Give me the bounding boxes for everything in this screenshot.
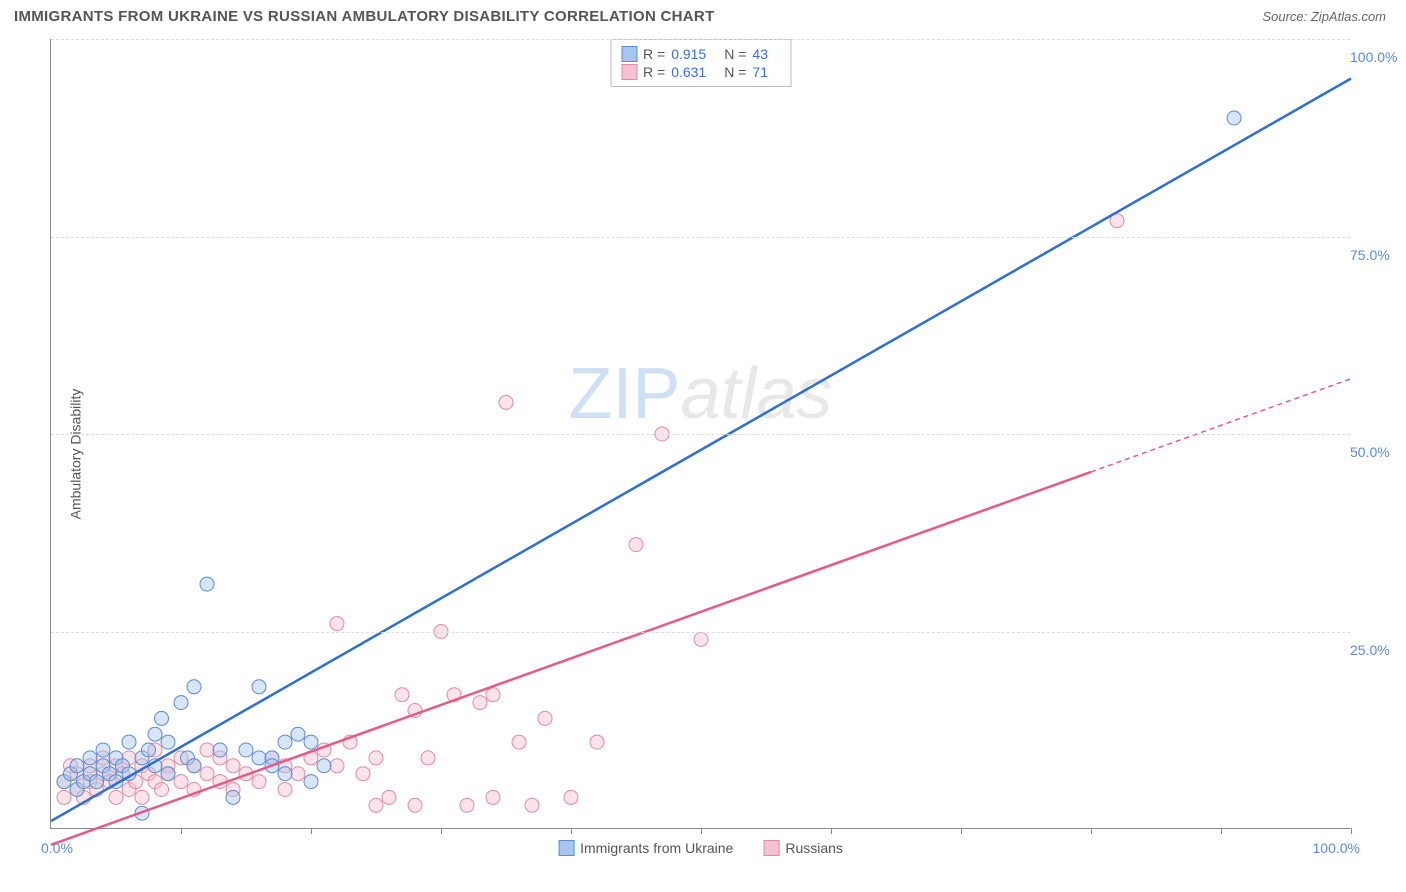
- gridline: [51, 434, 1350, 435]
- plot-area: ZIPatlas R = 0.915 N = 43 R = 0.631 N = …: [50, 39, 1350, 829]
- x-tick: [831, 828, 832, 834]
- x-tick: [1221, 828, 1222, 834]
- x-axis-max-label: 100.0%: [1313, 840, 1360, 856]
- r-value-russians: 0.631: [671, 64, 706, 80]
- y-tick-label: 25.0%: [1350, 642, 1400, 658]
- header: IMMIGRANTS FROM UKRAINE VS RUSSIAN AMBUL…: [0, 0, 1406, 29]
- swatch-russians-icon: [763, 840, 779, 856]
- n-value-ukraine: 43: [752, 46, 768, 62]
- legend-row-russians: R = 0.631 N = 71: [621, 64, 780, 80]
- y-tick-label: 75.0%: [1350, 247, 1400, 263]
- x-tick: [441, 828, 442, 834]
- r-label: R =: [643, 46, 665, 62]
- legend-item-ukraine: Immigrants from Ukraine: [558, 840, 733, 856]
- swatch-ukraine-icon: [558, 840, 574, 856]
- n-label: N =: [724, 46, 746, 62]
- x-tick: [311, 828, 312, 834]
- gridline: [51, 237, 1350, 238]
- chart-container: Ambulatory Disability ZIPatlas R = 0.915…: [0, 29, 1406, 879]
- legend-series: Immigrants from Ukraine Russians: [558, 840, 843, 856]
- legend-item-russians: Russians: [763, 840, 843, 856]
- x-tick: [701, 828, 702, 834]
- gridline: [51, 632, 1350, 633]
- legend-label-russians: Russians: [785, 840, 843, 856]
- x-tick: [181, 828, 182, 834]
- x-tick: [571, 828, 572, 834]
- gridline: [51, 39, 1350, 40]
- x-tick: [1351, 828, 1352, 834]
- legend-correlation: R = 0.915 N = 43 R = 0.631 N = 71: [610, 39, 791, 87]
- n-value-russians: 71: [752, 64, 768, 80]
- x-tick: [1091, 828, 1092, 834]
- y-tick-label: 100.0%: [1350, 49, 1400, 65]
- y-tick-label: 50.0%: [1350, 444, 1400, 460]
- source-attribution: Source: ZipAtlas.com: [1262, 9, 1386, 24]
- legend-label-ukraine: Immigrants from Ukraine: [580, 840, 733, 856]
- legend-row-ukraine: R = 0.915 N = 43: [621, 46, 780, 62]
- r-label: R =: [643, 64, 665, 80]
- n-label: N =: [724, 64, 746, 80]
- swatch-ukraine: [621, 46, 637, 62]
- x-tick: [961, 828, 962, 834]
- swatch-russians: [621, 64, 637, 80]
- chart-title: IMMIGRANTS FROM UKRAINE VS RUSSIAN AMBUL…: [14, 8, 715, 25]
- x-axis-min-label: 0.0%: [41, 840, 73, 856]
- r-value-ukraine: 0.915: [671, 46, 706, 62]
